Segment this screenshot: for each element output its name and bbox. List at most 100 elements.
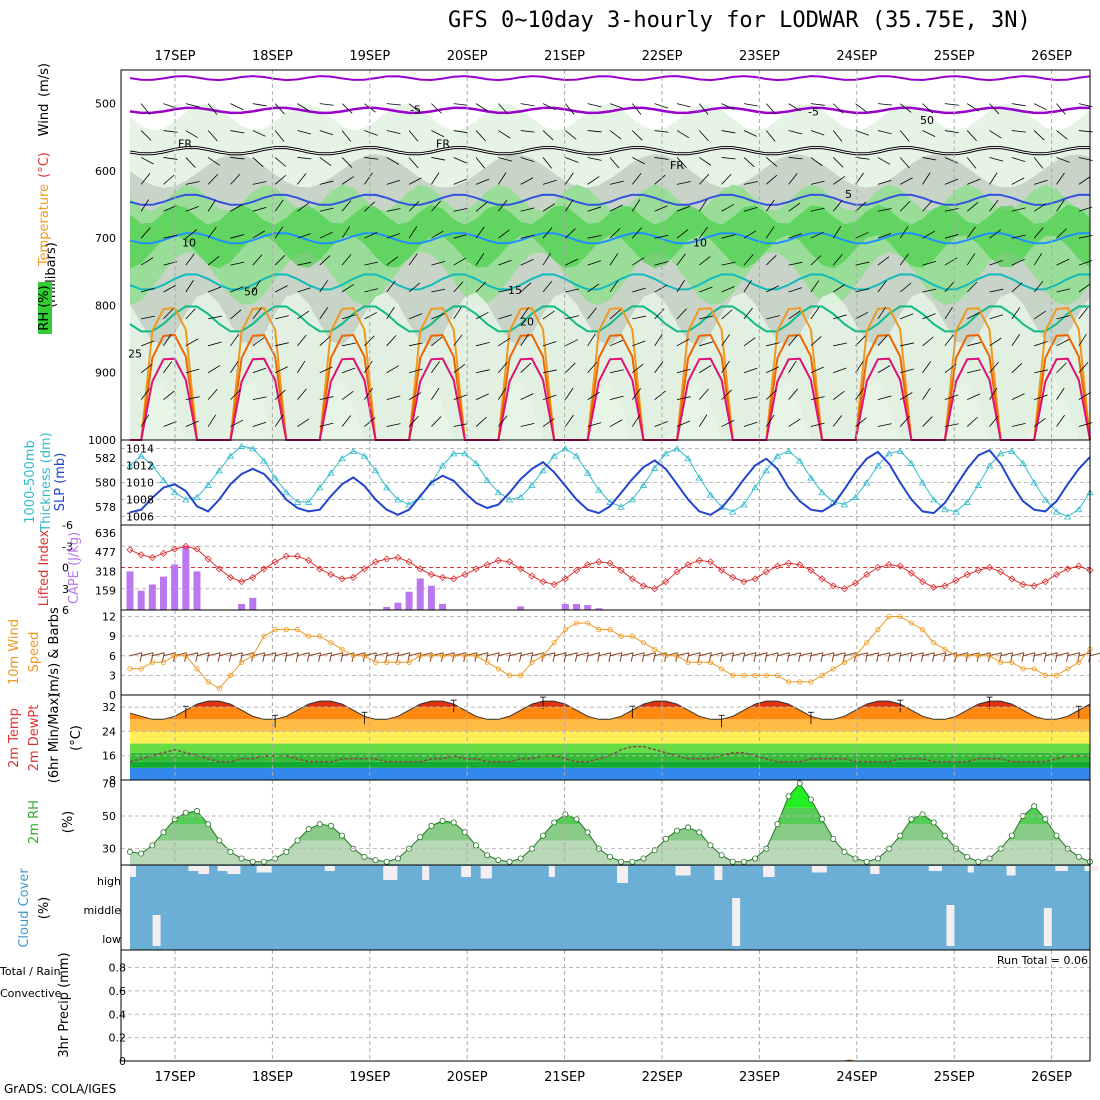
- wind-speed-point: [931, 640, 937, 646]
- wind-barb-10m: [877, 652, 891, 657]
- rh-2m-point: [752, 855, 759, 862]
- wind-barb: [498, 337, 511, 347]
- lifted-index-point: [840, 585, 848, 593]
- wind-barb: [788, 360, 797, 373]
- pressure-tick-label: 700: [95, 232, 116, 245]
- wind-barb: [676, 205, 691, 212]
- wind-speed-point: [172, 653, 178, 659]
- thickness-point: [952, 508, 960, 515]
- wind-barb: [944, 257, 958, 266]
- wind-barb-10m: [943, 652, 947, 662]
- wind-frame: [120, 609, 1091, 696]
- thickness-point: [494, 488, 503, 496]
- thickness-point: [528, 481, 536, 488]
- wind-barb: [207, 414, 217, 427]
- lifted-index-point: [785, 559, 793, 567]
- wind-barb: [431, 288, 446, 293]
- wind-barb: [632, 130, 643, 141]
- thickness-point: [729, 508, 737, 515]
- wind-barb: [810, 207, 825, 212]
- wind-barb: [766, 174, 778, 185]
- cape-bar: [171, 564, 179, 610]
- wind-barb: [654, 261, 669, 266]
- rh-2m-point: [897, 832, 904, 839]
- date-label-bottom: 25SEP: [934, 1070, 975, 1085]
- wind-barb: [498, 199, 508, 212]
- wind-speed-point: [138, 666, 144, 672]
- wind-barb: [565, 414, 574, 427]
- wind-barb-10m: [375, 652, 388, 657]
- wind-barb: [676, 396, 691, 401]
- thickness-caption: 1000-500mb: [23, 440, 38, 524]
- wind-barb: [319, 336, 331, 347]
- lifted-index-point: [985, 563, 994, 572]
- cape-bar: [584, 605, 592, 610]
- wind-barb: [431, 313, 445, 320]
- wind-barb-10m: [474, 652, 478, 662]
- thickness-point: [628, 496, 637, 503]
- wind-barb: [542, 310, 555, 320]
- wind-barb: [230, 157, 245, 160]
- wind-barb: [676, 338, 690, 347]
- rh-2m-point: [729, 858, 736, 865]
- wind-barb-10m: [152, 652, 165, 657]
- wind-barb: [140, 103, 151, 115]
- wind-barb-10m: [408, 652, 422, 657]
- rh-2m-point: [484, 852, 491, 859]
- wind-barb: [1056, 157, 1070, 163]
- rh-2m-point: [495, 857, 502, 864]
- wind-barb-10m: [284, 652, 288, 662]
- wind-caption: 10m Wind: [7, 619, 22, 685]
- wind-barb: [587, 103, 602, 108]
- wind-barb-10m: [798, 652, 802, 662]
- wind-barb: [1033, 310, 1046, 320]
- wind-barb: [1078, 307, 1088, 320]
- wind-barb: [252, 421, 267, 427]
- wind-tick-label: 6: [109, 650, 116, 663]
- wind-barb: [967, 342, 981, 347]
- thickness-point: [851, 493, 860, 500]
- rh-2m-point: [238, 855, 245, 862]
- wind-barb: [207, 173, 219, 185]
- wind-barb: [833, 284, 846, 293]
- wind-barb: [386, 208, 401, 212]
- wind-barb: [810, 180, 825, 185]
- temp-contour-15: [129, 273, 1091, 291]
- wind-barb-10m: [675, 652, 679, 662]
- wind-speed-point: [306, 633, 312, 639]
- lifted-index-point: [852, 579, 860, 587]
- wind-barb: [565, 130, 577, 140]
- wind-barb: [185, 420, 199, 427]
- cape-bar: [595, 608, 603, 610]
- wind-speed-point: [506, 672, 513, 678]
- lifted-index-point: [472, 565, 480, 573]
- wind-speed-point: [886, 613, 892, 620]
- wind-speed-point: [998, 659, 1004, 665]
- wind-barb-10m: [297, 652, 310, 657]
- cape-bar: [159, 576, 167, 610]
- rh-2m-point: [607, 853, 614, 860]
- wind-barb: [252, 337, 265, 347]
- wind-barb: [163, 390, 175, 400]
- wind-barb: [274, 414, 284, 427]
- temp-color-band: [130, 761, 1090, 768]
- wind-barb: [1056, 199, 1065, 212]
- wind-barb: [587, 283, 600, 293]
- rh-caption: RH (%): [37, 285, 52, 330]
- cloud-cover-caption: Cloud Cover: [17, 868, 32, 948]
- wind-barb: [766, 285, 779, 293]
- wind-barb: [208, 341, 222, 347]
- date-label-bottom: 18SEP: [252, 1070, 293, 1085]
- wind-barb-10m: [141, 652, 154, 657]
- wind-barb: [408, 282, 421, 293]
- wind-barb: [832, 103, 844, 114]
- thickness-point: [650, 464, 659, 471]
- thickness-point: [405, 501, 413, 508]
- wind-barb: [922, 313, 936, 320]
- wind-barb: [1034, 369, 1048, 374]
- wind-barb-10m: [853, 652, 857, 662]
- rh-2m-point: [383, 858, 390, 865]
- rh-2m-point: [874, 855, 881, 862]
- wind-barb: [654, 130, 669, 133]
- pressure-tick-label: 500: [95, 98, 116, 111]
